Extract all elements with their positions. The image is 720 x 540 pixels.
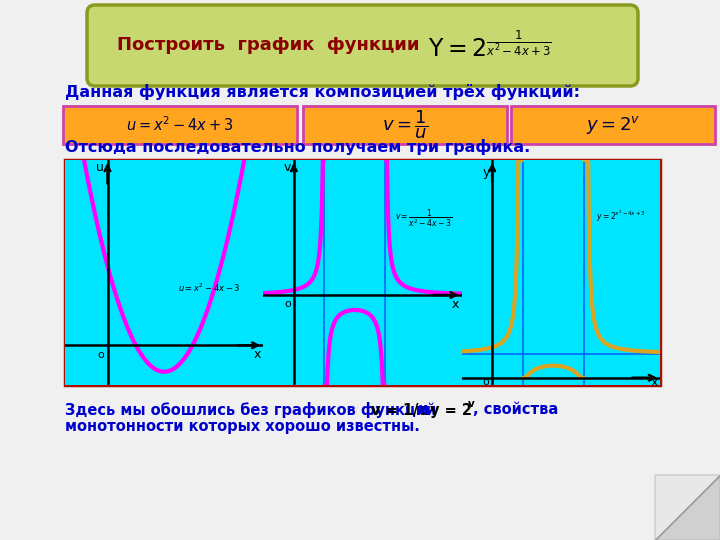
- Text: Построить  график  функции: Построить график функции: [117, 36, 419, 54]
- Text: o: o: [284, 299, 291, 309]
- Text: $y=2^{x^2-4x+3}$: $y=2^{x^2-4x+3}$: [596, 209, 646, 225]
- Text: x: x: [254, 348, 261, 361]
- Text: Данная функция является композицией трёх функций:: Данная функция является композицией трёх…: [65, 84, 580, 100]
- Polygon shape: [655, 475, 720, 540]
- Text: x: x: [452, 298, 459, 310]
- Text: Отсюда последовательно получаем три графика.: Отсюда последовательно получаем три граф…: [65, 139, 530, 155]
- Text: v: v: [284, 161, 292, 174]
- Text: y: y: [482, 166, 490, 179]
- Polygon shape: [655, 475, 720, 540]
- Text: $u = x^2 - 4x + 3$: $u = x^2 - 4x + 3$: [126, 116, 234, 134]
- Text: y = 2: y = 2: [430, 402, 472, 417]
- FancyBboxPatch shape: [65, 160, 660, 385]
- FancyBboxPatch shape: [63, 106, 297, 144]
- Text: $u=x^2-4x-3$: $u=x^2-4x-3$: [179, 282, 240, 294]
- Text: $v=\dfrac{1}{x^2-4x-3}$: $v=\dfrac{1}{x^2-4x-3}$: [395, 207, 452, 230]
- FancyBboxPatch shape: [303, 106, 507, 144]
- Text: u: u: [96, 161, 104, 174]
- Text: v: v: [468, 399, 474, 409]
- Text: o: o: [97, 349, 104, 360]
- Text: $\mathrm{Y}=2^{\frac{1}{x^2-4x+3}}$: $\mathrm{Y}=2^{\frac{1}{x^2-4x+3}}$: [428, 32, 552, 62]
- FancyBboxPatch shape: [87, 5, 638, 86]
- Text: Здесь мы обошлись без графиков функций: Здесь мы обошлись без графиков функций: [65, 402, 441, 418]
- Text: x: x: [650, 376, 657, 389]
- Text: и: и: [413, 402, 433, 417]
- Text: $v = \dfrac{1}{u}$: $v = \dfrac{1}{u}$: [382, 109, 428, 141]
- Text: $y = 2^v$: $y = 2^v$: [586, 114, 640, 136]
- FancyBboxPatch shape: [511, 106, 715, 144]
- Text: монотонности которых хорошо известны.: монотонности которых хорошо известны.: [65, 420, 420, 435]
- Text: v = 1/u: v = 1/u: [371, 402, 429, 417]
- Text: o: o: [482, 377, 490, 387]
- Text: , свойства: , свойства: [473, 402, 558, 417]
